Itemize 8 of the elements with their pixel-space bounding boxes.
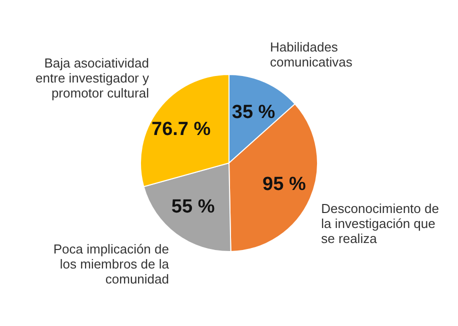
slice-label: Habilidades comunicativas — [270, 39, 353, 70]
data-label: 35 % — [232, 102, 276, 124]
slice-label: Desconocimiento de la investigación que se realiza — [321, 201, 439, 246]
data-label: 76.7 % — [152, 119, 211, 140]
slice-label: Baja asociatividad entre investigador y promotor cultural — [36, 55, 150, 100]
data-label: 55 % — [171, 196, 215, 218]
slice-label: Poca implicación de los miembros de la comunidad — [53, 242, 170, 287]
data-label: 95 % — [262, 174, 306, 196]
